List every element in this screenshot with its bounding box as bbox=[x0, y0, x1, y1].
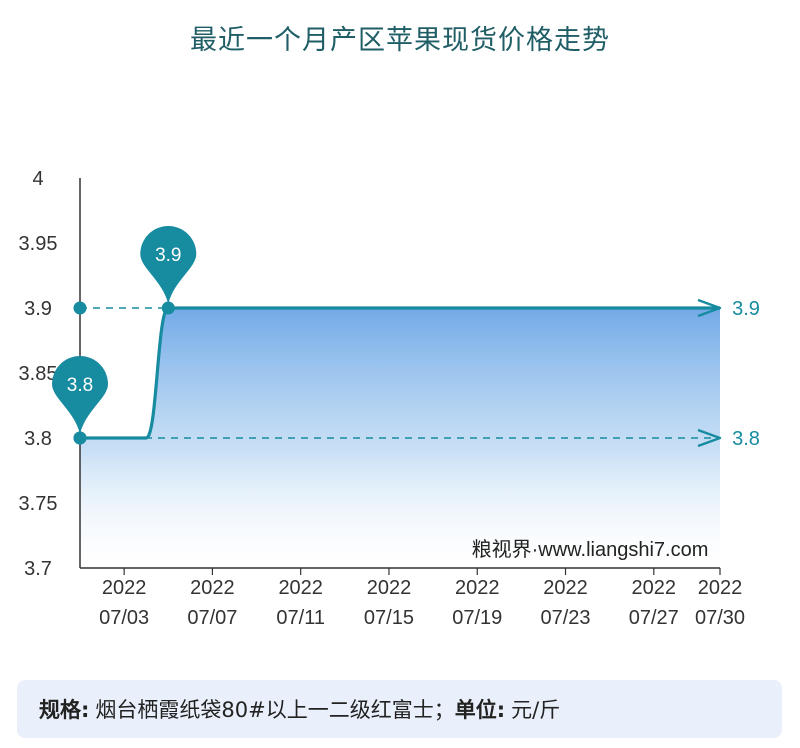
x-tick-year: 2022 bbox=[543, 577, 588, 599]
x-tick-year: 2022 bbox=[367, 577, 412, 599]
x-tick-date: 07/23 bbox=[540, 607, 590, 629]
watermark-text: 粮视界·www.liangshi7.com bbox=[472, 538, 709, 561]
axis-dot bbox=[73, 301, 87, 315]
x-tick-date: 07/11 bbox=[276, 607, 325, 629]
spec-footer: 规格: 烟台栖霞纸袋80#以上一二级红富士； 单位: 元/斤 bbox=[17, 680, 782, 738]
x-tick-date: 07/27 bbox=[629, 607, 679, 629]
y-tick-label: 3.9 bbox=[24, 298, 52, 320]
unit-value: 元/斤 bbox=[511, 698, 561, 722]
x-tick-date: 07/30 bbox=[695, 607, 745, 629]
y-tick-label: 3.8 bbox=[24, 428, 52, 450]
x-tick-date: 07/19 bbox=[452, 607, 502, 629]
end-value-label: 3.8 bbox=[732, 428, 760, 450]
end-value-label: 3.9 bbox=[732, 298, 760, 320]
x-tick-year: 2022 bbox=[278, 577, 323, 599]
arrow-head bbox=[697, 428, 722, 448]
pin-marker bbox=[52, 356, 108, 434]
y-tick-label: 3.85 bbox=[19, 363, 58, 385]
chart-title: 最近一个月产区苹果现货价格走势 bbox=[190, 25, 610, 56]
price-line-chart: 3.7 3.75 3.8 3.85 3.9 3.95 4 2022 07/03 2022 07/07… bbox=[19, 168, 760, 629]
x-tick-year: 2022 bbox=[102, 577, 147, 599]
pin-value-label: 3.9 bbox=[155, 245, 181, 266]
unit-label: 单位: bbox=[454, 698, 506, 722]
y-tick-label: 4 bbox=[32, 168, 43, 190]
y-tick-label: 3.95 bbox=[19, 233, 58, 255]
spec-label: 规格: bbox=[39, 698, 90, 722]
data-point bbox=[161, 301, 175, 315]
data-point bbox=[73, 431, 87, 445]
price-series-line bbox=[80, 306, 720, 440]
pin-value-label: 3.8 bbox=[67, 375, 93, 396]
x-tick-year: 2022 bbox=[632, 577, 677, 599]
x-tick-date: 07/15 bbox=[364, 607, 414, 629]
pin-marker bbox=[140, 226, 197, 304]
y-tick-label: 3.75 bbox=[19, 493, 58, 515]
area-fill bbox=[80, 308, 720, 568]
x-tick-date: 07/03 bbox=[99, 607, 149, 629]
x-tick-year: 2022 bbox=[455, 577, 500, 599]
x-tick-date: 07/07 bbox=[187, 607, 237, 629]
x-tick-year: 2022 bbox=[698, 577, 743, 599]
x-tick-year: 2022 bbox=[190, 577, 235, 599]
spec-value: 烟台栖霞纸袋80#以上一二级红富士； bbox=[95, 698, 455, 722]
y-tick-label: 3.7 bbox=[24, 558, 52, 580]
